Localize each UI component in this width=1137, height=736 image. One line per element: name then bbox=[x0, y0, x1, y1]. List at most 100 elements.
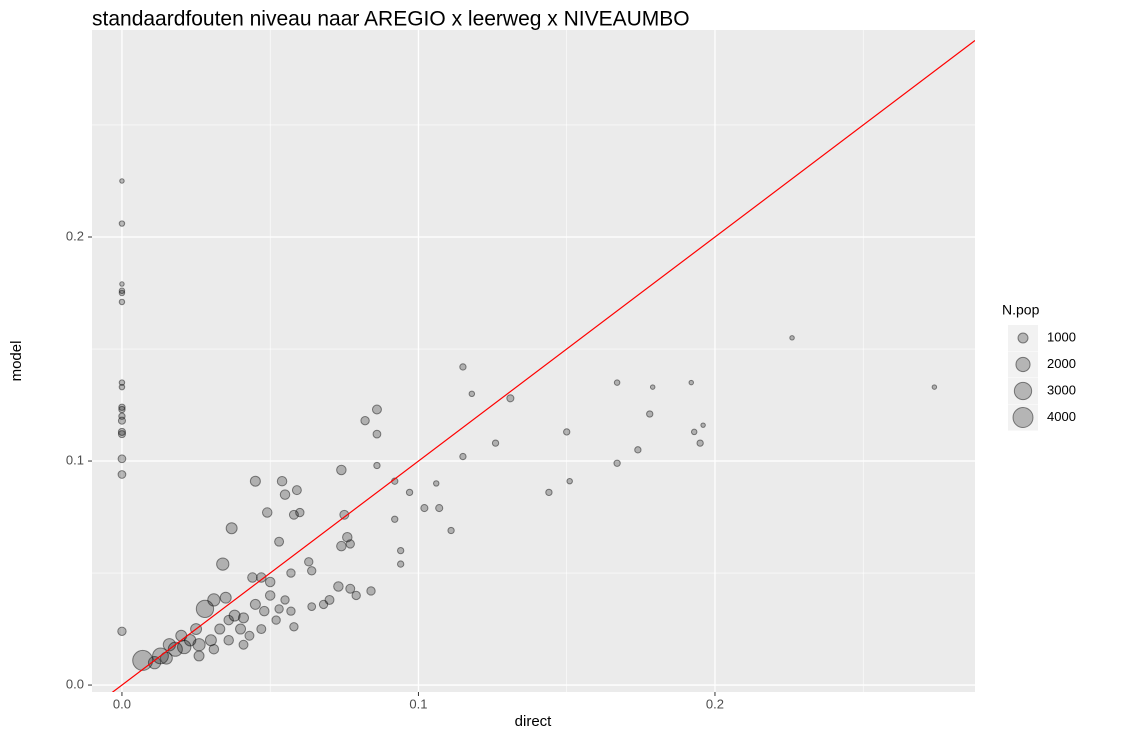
legend-symbol bbox=[1015, 356, 1031, 373]
point bbox=[288, 509, 299, 520]
point bbox=[566, 477, 573, 485]
point bbox=[304, 557, 314, 567]
point bbox=[160, 651, 173, 665]
point bbox=[117, 430, 126, 439]
point bbox=[195, 599, 215, 619]
legend-key bbox=[1008, 404, 1038, 431]
legend-label: 4000 bbox=[1047, 409, 1076, 424]
point bbox=[345, 539, 355, 549]
point bbox=[372, 429, 382, 439]
point bbox=[291, 485, 302, 496]
x-axis-title: direct bbox=[515, 713, 553, 730]
point bbox=[264, 576, 276, 588]
point bbox=[286, 568, 296, 578]
x-tick-label: 0.2 bbox=[706, 696, 724, 711]
point bbox=[545, 488, 553, 497]
point bbox=[228, 609, 241, 622]
point bbox=[360, 416, 370, 426]
point bbox=[118, 403, 126, 411]
point bbox=[397, 560, 405, 568]
point bbox=[336, 464, 347, 476]
point bbox=[280, 595, 290, 605]
y-tick-label: 0.1 bbox=[66, 452, 84, 467]
point bbox=[276, 475, 288, 487]
point bbox=[700, 422, 706, 428]
point bbox=[286, 606, 296, 616]
point bbox=[216, 557, 230, 571]
point bbox=[391, 515, 399, 523]
legend-key bbox=[1008, 378, 1038, 404]
point bbox=[279, 489, 291, 500]
point bbox=[118, 412, 126, 420]
point bbox=[405, 488, 414, 497]
point bbox=[117, 416, 126, 425]
point bbox=[371, 404, 382, 415]
point bbox=[225, 522, 238, 535]
point bbox=[247, 572, 258, 583]
point bbox=[256, 572, 267, 583]
point bbox=[256, 624, 267, 635]
point bbox=[244, 630, 255, 641]
point bbox=[192, 638, 206, 652]
point bbox=[249, 598, 261, 610]
legend-symbol bbox=[1012, 407, 1034, 428]
legend-label: 3000 bbox=[1047, 382, 1076, 397]
point bbox=[223, 635, 234, 646]
legend-key bbox=[1008, 325, 1038, 351]
point bbox=[249, 475, 261, 487]
point bbox=[219, 591, 232, 604]
point bbox=[238, 639, 249, 650]
point bbox=[117, 454, 127, 464]
point bbox=[295, 507, 305, 518]
point bbox=[118, 220, 126, 227]
point bbox=[214, 623, 226, 635]
point bbox=[789, 335, 795, 341]
point bbox=[274, 604, 284, 614]
point bbox=[435, 504, 444, 513]
legend-label: 2000 bbox=[1047, 356, 1076, 371]
legend-symbol bbox=[1013, 381, 1033, 401]
x-tick-label: 0.0 bbox=[113, 696, 131, 711]
point bbox=[373, 461, 381, 470]
legend-label: 1000 bbox=[1047, 329, 1076, 344]
y-tick-label: 0.2 bbox=[66, 228, 84, 243]
point bbox=[183, 634, 197, 647]
point bbox=[193, 650, 205, 662]
point bbox=[447, 526, 455, 535]
point bbox=[420, 504, 429, 513]
point bbox=[207, 593, 221, 607]
y-tick-label: 0.0 bbox=[66, 676, 84, 691]
point bbox=[259, 605, 270, 617]
y-axis-title: model bbox=[8, 341, 25, 382]
point bbox=[167, 641, 183, 657]
point bbox=[117, 470, 127, 479]
plot-panel bbox=[92, 30, 975, 692]
point bbox=[119, 178, 125, 184]
point bbox=[118, 405, 126, 414]
point bbox=[366, 586, 376, 596]
point bbox=[118, 379, 126, 386]
point bbox=[208, 643, 220, 655]
point bbox=[342, 531, 353, 543]
point bbox=[307, 602, 317, 612]
point bbox=[118, 298, 126, 306]
point bbox=[324, 594, 335, 605]
point bbox=[118, 287, 126, 295]
point bbox=[289, 622, 299, 632]
point bbox=[468, 390, 476, 398]
point bbox=[204, 634, 217, 647]
point bbox=[223, 614, 234, 626]
point bbox=[646, 410, 654, 418]
chart-title: standaardfouten niveau naar AREGIO x lee… bbox=[92, 8, 690, 31]
point bbox=[118, 289, 126, 297]
point bbox=[563, 428, 571, 436]
point bbox=[613, 459, 621, 467]
point bbox=[117, 626, 127, 636]
point bbox=[119, 281, 125, 287]
point bbox=[649, 384, 656, 390]
point bbox=[339, 509, 350, 520]
point bbox=[351, 590, 361, 601]
point bbox=[634, 446, 642, 454]
